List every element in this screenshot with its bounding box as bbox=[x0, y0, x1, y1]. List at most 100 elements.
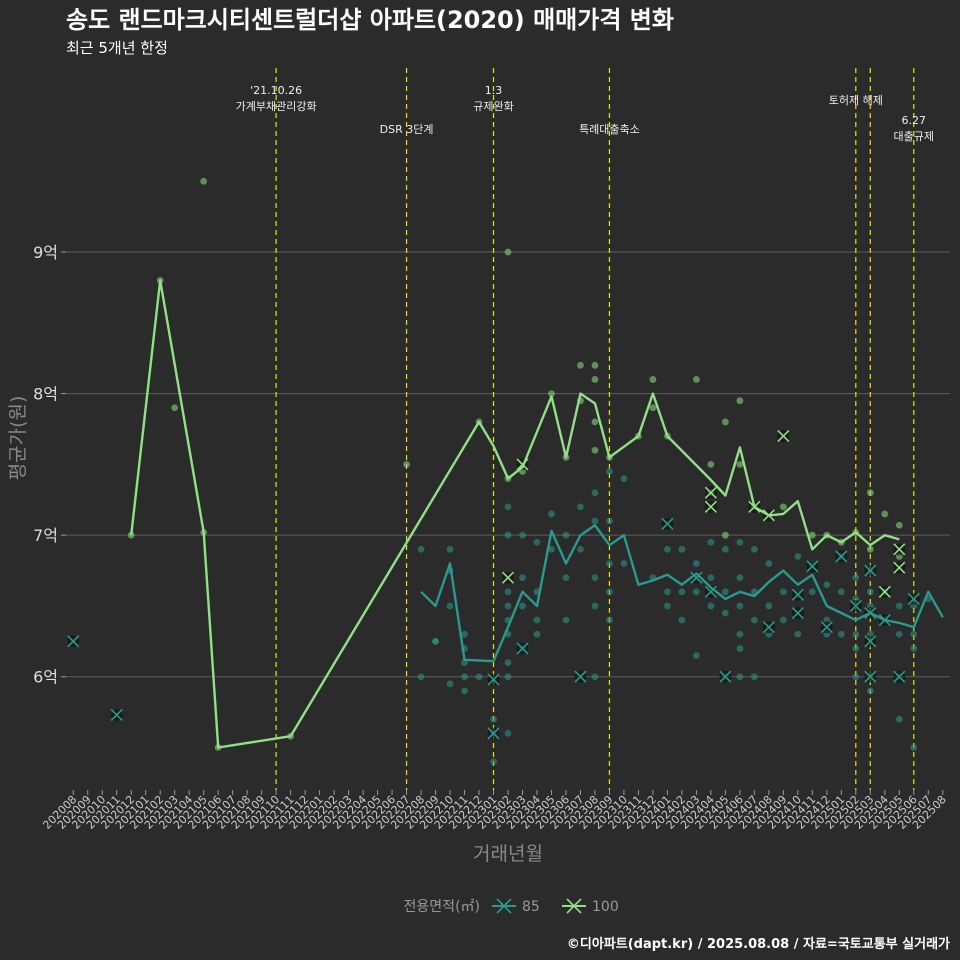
point-85-64 bbox=[678, 588, 686, 596]
point-85-42 bbox=[548, 545, 555, 553]
gridlines bbox=[66, 251, 950, 678]
point-85-63 bbox=[678, 545, 686, 553]
legend-title: 전용면적(㎡) bbox=[404, 899, 480, 915]
point-100-42 bbox=[895, 521, 903, 529]
point-85-116 bbox=[910, 744, 918, 751]
point-85-34 bbox=[519, 531, 526, 539]
point-85-41 bbox=[548, 510, 555, 518]
point-85-76 bbox=[736, 574, 744, 582]
series-group bbox=[67, 177, 944, 766]
point-100-26 bbox=[707, 460, 715, 468]
point-85-107 bbox=[866, 687, 874, 695]
x-marker-100-9 bbox=[893, 561, 906, 574]
point-100-22 bbox=[649, 376, 657, 383]
point-85-32 bbox=[504, 531, 512, 539]
credit-text: ©디아파트(dapt.kr) / 2025.08.08 / 자료=국토교통부 실… bbox=[567, 936, 950, 952]
point-100-19 bbox=[591, 446, 599, 454]
point-85-13 bbox=[417, 545, 425, 553]
x-marker-100-2-b bbox=[704, 486, 717, 499]
point-100-25 bbox=[692, 376, 700, 383]
point-85-73 bbox=[721, 588, 729, 596]
x-marker-100-9-b bbox=[893, 561, 906, 574]
x-marker-85-1 bbox=[110, 708, 123, 722]
event-label-2-0: 1.3 bbox=[485, 84, 503, 97]
x-marker-85-7-b bbox=[690, 571, 703, 584]
legend-marker-100 bbox=[566, 898, 582, 914]
point-85-67 bbox=[692, 588, 700, 596]
chart-title: 송도 랜드마크시티센트럴더샵 아파트(2020) 매매가격 변화 bbox=[66, 6, 674, 34]
point-85-43 bbox=[562, 531, 570, 539]
point-100-12 bbox=[548, 390, 555, 398]
point-100-31 bbox=[736, 460, 744, 468]
point-85-2 bbox=[446, 602, 454, 610]
point-100-23 bbox=[649, 404, 657, 412]
point-100-39 bbox=[866, 545, 874, 553]
x-marker-100-3 bbox=[704, 500, 717, 513]
point-85-36 bbox=[519, 602, 526, 610]
point-100-29 bbox=[721, 531, 729, 539]
point-85-53 bbox=[606, 517, 613, 525]
x-marker-85-8-b bbox=[704, 585, 717, 598]
point-85-16 bbox=[461, 630, 468, 638]
point-85-40 bbox=[533, 630, 541, 638]
x-marker-85-13 bbox=[806, 560, 819, 573]
x-axis-title: 거래년월 bbox=[473, 843, 543, 865]
point-85-61 bbox=[664, 588, 671, 596]
point-85-26 bbox=[504, 602, 512, 610]
y-tick-label-0: 6억 bbox=[33, 668, 58, 687]
point-85-57 bbox=[620, 475, 628, 482]
x-marker-85-20 bbox=[864, 670, 877, 683]
point-85-25 bbox=[504, 588, 512, 596]
point-85-114 bbox=[910, 630, 918, 638]
point-85-115 bbox=[910, 645, 918, 652]
x-marker-85-1-b bbox=[110, 708, 123, 722]
point-85-24 bbox=[490, 758, 497, 766]
legend-label-100: 100 bbox=[592, 899, 619, 915]
x-marker-85-15 bbox=[835, 550, 848, 563]
point-85-74 bbox=[721, 609, 729, 617]
x-marker-85-13-b bbox=[806, 560, 819, 573]
x-marker-85-2 bbox=[487, 673, 500, 686]
x-marker-85-12 bbox=[791, 606, 804, 620]
point-85-98 bbox=[837, 588, 845, 596]
point-85-50 bbox=[591, 574, 599, 582]
x-marker-100-0-b bbox=[501, 571, 515, 584]
point-85-71 bbox=[707, 602, 715, 610]
point-85-49 bbox=[591, 517, 599, 525]
series-line-100 bbox=[130, 279, 900, 749]
x-marker-100-0 bbox=[501, 571, 515, 584]
point-85-44 bbox=[562, 574, 570, 582]
point-85-104 bbox=[852, 673, 860, 681]
event-label-6-1: 대출규제 bbox=[894, 130, 934, 143]
x-marker-100-8-b bbox=[893, 543, 906, 556]
point-100-5 bbox=[171, 404, 179, 412]
x-marker-85-2-b bbox=[487, 673, 500, 686]
x-marker-85-19-b bbox=[864, 635, 877, 648]
chart-subtitle: 최근 5개년 한정 bbox=[66, 39, 168, 57]
point-85-89 bbox=[779, 616, 787, 624]
x-marker-85-5 bbox=[574, 670, 587, 683]
point-85-72 bbox=[721, 545, 729, 553]
point-85-33 bbox=[504, 503, 512, 511]
x-marker-85-0 bbox=[67, 635, 80, 648]
point-85-60 bbox=[664, 545, 671, 553]
point-85-94 bbox=[808, 588, 816, 596]
point-85-79 bbox=[736, 645, 744, 652]
point-85-31 bbox=[504, 729, 512, 737]
point-85-78 bbox=[736, 630, 744, 638]
point-85-105 bbox=[866, 588, 874, 596]
x-marker-85-17 bbox=[864, 564, 877, 577]
point-85-84 bbox=[750, 673, 758, 681]
x-marker-85-3-b bbox=[487, 727, 500, 740]
x-axis-ticks: 2020082020092020102020112020122021012021… bbox=[40, 790, 949, 832]
x-marker-85-9 bbox=[719, 670, 732, 683]
x-marker-85-15-b bbox=[835, 550, 848, 563]
legend-label-85: 85 bbox=[522, 899, 540, 915]
x-marker-85-4-b bbox=[516, 642, 529, 655]
y-tick-label-2: 8억 bbox=[33, 385, 58, 404]
point-85-110 bbox=[895, 602, 903, 610]
x-marker-85-23-b bbox=[907, 592, 920, 605]
